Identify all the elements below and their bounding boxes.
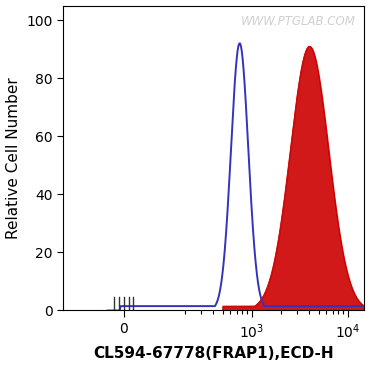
Y-axis label: Relative Cell Number: Relative Cell Number [6, 77, 21, 239]
X-axis label: CL594-67778(FRAP1),ECD-H: CL594-67778(FRAP1),ECD-H [93, 346, 334, 361]
Text: WWW.PTGLAB.COM: WWW.PTGLAB.COM [240, 15, 356, 28]
